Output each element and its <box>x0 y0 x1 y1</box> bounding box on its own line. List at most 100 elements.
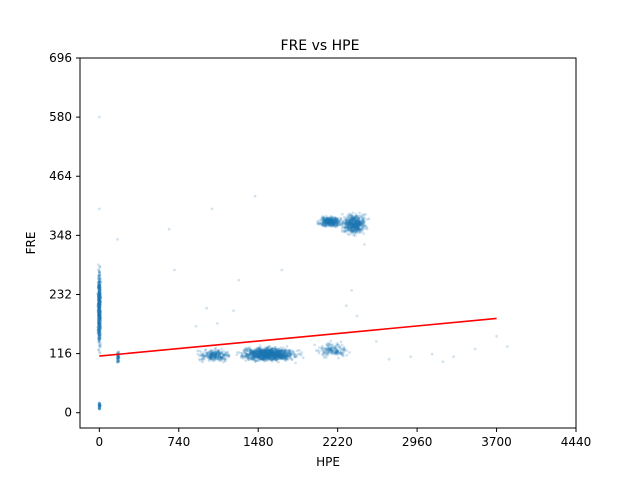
scatter-point <box>262 353 266 356</box>
scatter-point <box>99 280 103 284</box>
scatter-point <box>211 354 215 358</box>
scatter-point <box>98 302 102 306</box>
scatter-point <box>218 354 221 358</box>
scatter-point <box>97 302 101 306</box>
scatter-point <box>97 403 101 407</box>
scatter-point <box>220 350 224 353</box>
scatter-point <box>215 356 219 360</box>
scatter-point <box>96 302 100 305</box>
scatter-point <box>222 353 226 357</box>
scatter-point <box>98 333 102 336</box>
scatter-point <box>259 348 262 352</box>
scatter-point <box>98 317 102 321</box>
scatter-point <box>267 354 271 358</box>
scatter-point <box>98 404 101 408</box>
x-tick-label: 3700 <box>481 435 512 449</box>
scatter-point <box>288 348 291 352</box>
scatter-point <box>98 304 101 308</box>
scatter-point <box>97 333 101 337</box>
scatter-point <box>97 334 101 338</box>
scatter-point <box>98 305 102 308</box>
scatter-point <box>98 320 101 324</box>
scatter-point <box>98 284 101 287</box>
scatter-point <box>270 353 273 356</box>
scatter-point <box>263 354 267 357</box>
scatter-point <box>98 265 102 269</box>
scatter-point <box>274 356 277 360</box>
scatter-point <box>98 314 102 317</box>
y-tick-label: 580 <box>49 110 72 124</box>
scatter-point <box>329 220 333 224</box>
scatter-point <box>97 303 101 307</box>
scatter-point <box>258 344 262 348</box>
scatter-point <box>254 355 258 359</box>
scatter-point <box>252 352 256 355</box>
scatter-point <box>226 355 230 358</box>
scatter-point <box>98 310 102 314</box>
scatter-point <box>98 403 102 407</box>
x-tick-label: 0 <box>96 435 104 449</box>
scatter-point <box>97 296 101 299</box>
scatter-point <box>275 353 279 356</box>
scatter-point <box>96 310 100 314</box>
scatter-point <box>98 299 101 303</box>
scatter-point <box>98 282 101 285</box>
scatter-point <box>211 352 215 355</box>
scatter-point <box>268 344 272 348</box>
scatter-point <box>98 303 102 307</box>
scatter-point <box>97 301 101 305</box>
scatter-point <box>211 351 215 355</box>
scatter-point <box>267 354 271 358</box>
scatter-point <box>279 355 283 359</box>
scatter-point <box>264 354 267 358</box>
scatter-point <box>283 350 287 354</box>
scatter-point <box>214 350 217 354</box>
scatter-point <box>97 321 100 325</box>
scatter-point <box>282 352 285 355</box>
scatter-point <box>97 295 100 299</box>
scatter-point <box>222 357 226 360</box>
scatter-point <box>218 352 221 356</box>
scatter-point <box>98 304 101 308</box>
scatter-point <box>210 352 214 355</box>
scatter-point <box>98 406 102 410</box>
scatter-point <box>98 313 102 316</box>
scatter-point <box>333 350 337 354</box>
scatter-point <box>274 354 278 358</box>
scatter-point <box>216 356 220 360</box>
scatter-point <box>98 336 101 340</box>
scatter-point <box>278 349 281 353</box>
scatter-point <box>97 328 100 331</box>
scatter-point <box>98 318 102 322</box>
scatter-point <box>213 355 217 359</box>
scatter-point <box>97 305 101 309</box>
scatter-point <box>257 351 261 355</box>
scatter-point <box>351 211 355 215</box>
scatter-point <box>278 351 281 354</box>
scatter-point <box>99 296 102 300</box>
scatter-point <box>99 311 103 315</box>
scatter-point <box>214 351 217 355</box>
scatter-point <box>277 354 281 358</box>
scatter-point <box>98 277 102 280</box>
scatter-point <box>217 353 221 356</box>
scatter-point <box>97 288 101 292</box>
scatter-point <box>252 351 256 355</box>
scatter-point <box>272 352 276 355</box>
scatter-point <box>258 351 262 355</box>
scatter-point <box>98 325 101 328</box>
scatter-point <box>98 312 101 316</box>
scatter-point <box>116 354 120 358</box>
scatter-point <box>97 327 101 331</box>
scatter-point <box>97 270 101 274</box>
scatter-point <box>209 355 213 359</box>
scatter-point <box>97 315 101 319</box>
scatter-point <box>212 355 216 359</box>
scatter-point <box>289 353 292 357</box>
scatter-point <box>116 357 120 360</box>
scatter-point <box>210 357 213 360</box>
scatter-point <box>97 312 101 316</box>
scatter-point <box>266 349 270 353</box>
scatter-point <box>209 355 213 358</box>
scatter-point <box>249 350 253 354</box>
